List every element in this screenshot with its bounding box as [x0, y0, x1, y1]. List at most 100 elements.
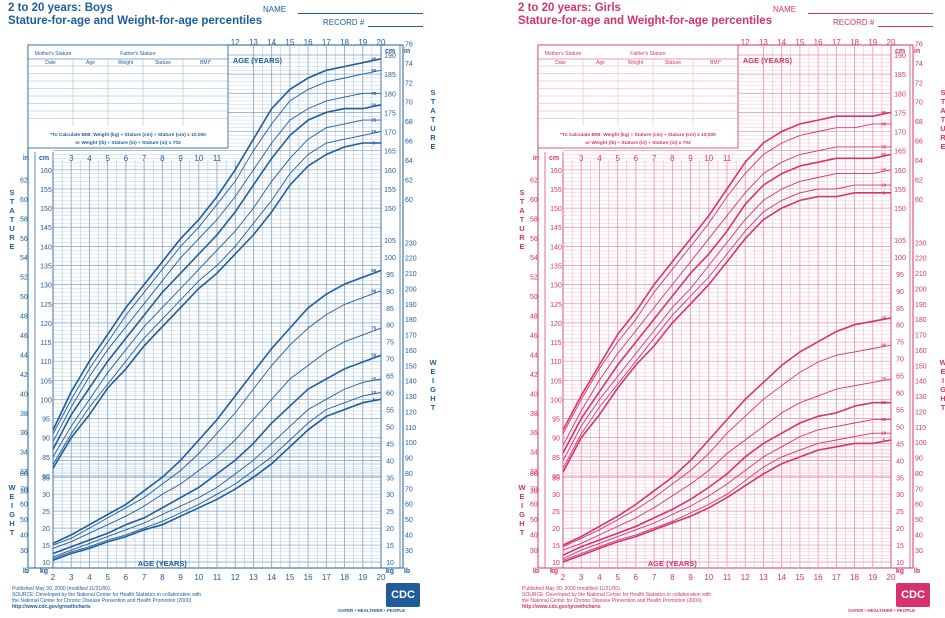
girls-age-tick-mid: 7: [652, 154, 657, 163]
girls-unit-in-left: in: [533, 155, 539, 162]
boys-weight-lb-tick-right: 150: [405, 363, 417, 370]
girls-footer-line: the National Center for Chronic Disease …: [522, 598, 703, 604]
boys-age-tick-mid: 11: [213, 154, 222, 163]
boys-weight-vertical-left: H: [9, 519, 14, 528]
girls-stature-in-tick-left: 56: [530, 236, 538, 243]
girls-age-tick-bottom: 2: [561, 573, 566, 582]
girls-age-tick-mid: 8: [670, 154, 675, 163]
girls-weight-kg-tick-right: 25: [896, 509, 904, 516]
girls-stature-in-tick-left: 34: [530, 450, 538, 457]
boys-weight-p90-line: [52, 290, 382, 546]
girls-stature-vertical-left: T: [520, 215, 525, 224]
boys-weight-kg-tick-left: 25: [42, 509, 50, 516]
girls-weight-kg-tick-left: 10: [552, 560, 560, 567]
girls-stature-vertical-right: T: [941, 115, 945, 124]
girls-stature-cm-tick-left: 135: [550, 264, 562, 271]
boys-stature-in-tick-right: 60: [405, 197, 413, 204]
boys-weight-lb-tick-right: 30: [405, 548, 413, 555]
boys-weight-kg-tick-right: 60: [386, 391, 394, 398]
boys-stature-cm-tick-left: 100: [40, 397, 52, 404]
boys-stature-vertical-left: T: [10, 215, 15, 224]
boys-stature-p75-label: 75: [371, 91, 377, 96]
girls-weight-vertical-right: T: [941, 403, 945, 412]
girls-weight-p5-label: 5: [882, 437, 885, 442]
boys-stature-cm-tick-left: 80: [42, 474, 50, 481]
girls-stature-cm-tick-left: 110: [550, 359, 561, 366]
girls-age-tick-bottom: 7: [652, 573, 657, 582]
girls-age-tick-bottom: 13: [759, 573, 768, 582]
boys-stature-in-tick-right: 66: [405, 139, 413, 146]
boys-age-tick-top: 19: [358, 38, 367, 47]
girls-weight-lb-tick-right: 180: [915, 317, 927, 324]
boys-record-line[interactable]: [368, 26, 423, 27]
boys-weight-vertical-right: W: [429, 358, 437, 367]
boys-stature-cm-tick-right: 190: [384, 53, 396, 60]
girls-age-tick-bottom: 16: [814, 573, 823, 582]
boys-age-tick-bottom: 8: [160, 573, 165, 582]
girls-bmi-note: *To Calculate BMI: Weight (kg) ÷ Stature…: [560, 132, 716, 138]
boys-weight-vertical-right: I: [432, 376, 434, 385]
boys-weight-p95-label: 95: [371, 268, 377, 273]
boys-stature-p90-line: [52, 69, 382, 435]
girls-age-tick-top: 12: [741, 38, 750, 47]
boys-measure-table[interactable]: [27, 44, 229, 149]
boys-weight-lb-tick-right: 200: [405, 286, 417, 293]
girls-weight-lb-tick-right: 40: [915, 532, 923, 539]
boys-weight-vertical-right: T: [431, 403, 436, 412]
boys-age-tick-bottom: 7: [142, 573, 147, 582]
girls-unit-in-right: in: [914, 48, 920, 55]
girls-weight-kg-tick-right: 80: [896, 323, 904, 330]
girls-age-tick-bottom: 19: [868, 573, 877, 582]
girls-age-tick-top: 20: [887, 38, 896, 47]
girls-age-tick-bottom: 14: [777, 573, 786, 582]
girls-age-tick-bottom: 15: [795, 573, 804, 582]
boys-unit-cm-right: cm: [385, 48, 395, 55]
boys-age-tick-top: 12: [231, 38, 240, 47]
girls-stature-p75-label: 75: [881, 144, 887, 149]
boys-stature-cm-tick-left: 125: [40, 302, 52, 309]
girls-age-axis-label-bottom: AGE (YEARS): [648, 559, 698, 568]
girls-weight-lb-tick-right: 170: [915, 333, 927, 340]
boys-weight-kg-tick-left: 20: [42, 526, 50, 533]
girls-stature-p50-line: [562, 153, 892, 454]
boys-name-line[interactable]: [298, 13, 423, 14]
girls-record-line[interactable]: [878, 26, 933, 27]
girls-weight-p10-label: 10: [881, 431, 887, 436]
girls-footer-url[interactable]: http://www.cdc.gov/growthcharts: [522, 604, 601, 610]
boys-age-tick-bottom: 12: [231, 573, 240, 582]
girls-age-tick-bottom: 10: [704, 573, 713, 582]
boys-weight-kg-tick-right: 40: [386, 458, 394, 465]
girls-stature-vertical-right: U: [940, 124, 945, 133]
boys-age-tick-bottom: 13: [249, 573, 258, 582]
girls-stature-cm-tick-left: 130: [550, 283, 562, 290]
girls-mother-stature-label: Mother's Stature: [545, 51, 582, 57]
girls-weight-lb-tick-left: 30: [530, 548, 538, 555]
boys-unit-kg-right: kg: [386, 568, 394, 575]
girls-stature-in-tick-left: 46: [530, 333, 538, 340]
girls-name-line[interactable]: [808, 13, 933, 14]
girls-measure-table[interactable]: [537, 44, 739, 149]
girls-age-tick-mid: 11: [723, 154, 732, 163]
boys-stature-cm-tick-left: 105: [40, 378, 52, 385]
girls-stature-in-tick-left: 60: [530, 197, 538, 204]
boys-stature-p95-label: 95: [371, 56, 377, 61]
girls-weight-lb-tick-right: 150: [915, 363, 927, 370]
boys-footer-url[interactable]: http://www.cdc.gov/growthcharts: [12, 604, 91, 610]
boys-stature-vertical-left: T: [10, 197, 15, 206]
boys-weight-p95-line: [52, 269, 382, 545]
girls-stature-in-tick-right: 64: [915, 158, 923, 165]
girls-weight-lb-tick-left: 50: [530, 517, 538, 524]
boys-weight-lb-tick-right: 170: [405, 333, 417, 340]
boys-stature-cm-tick-left: 110: [40, 359, 51, 366]
boys-weight-kg-tick-right: 75: [386, 340, 394, 347]
boys-footer-line: the National Center for Chronic Disease …: [12, 598, 193, 604]
girls-stature-cm-tick-left: 95: [552, 417, 560, 424]
girls-table-col-header: Age: [596, 60, 605, 66]
girls-stature-p95-label: 95: [881, 110, 887, 115]
girls-weight-lb-tick-right: 230: [915, 240, 927, 247]
boys-stature-vertical-right: A: [430, 106, 436, 115]
girls-age-tick-bottom: 18: [850, 573, 859, 582]
boys-weight-lb-tick-right: 70: [405, 486, 413, 493]
cdc-slogan: SAFER • HEALTHIER • PEOPLE: [848, 608, 916, 613]
boys-weight-lb-tick-right: 50: [405, 517, 413, 524]
